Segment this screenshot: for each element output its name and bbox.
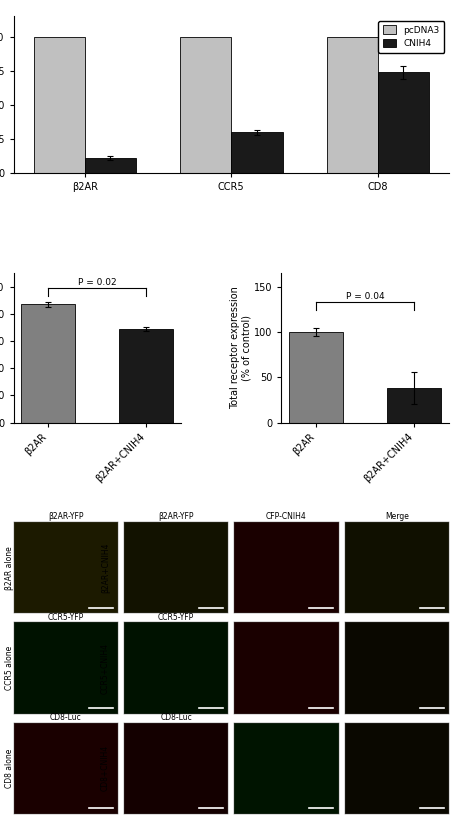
Y-axis label: Total receptor expression
(% of control): Total receptor expression (% of control) [229, 286, 251, 409]
Text: CCR5+CNIH4: CCR5+CNIH4 [101, 643, 110, 694]
Y-axis label: CCR5 alone: CCR5 alone [5, 646, 14, 690]
Bar [231, 132, 283, 173]
Bar [180, 37, 231, 173]
Title: CCR5-YFP: CCR5-YFP [48, 612, 84, 621]
Title: Merge: Merge [385, 512, 409, 521]
Bar [378, 72, 429, 173]
Bar [85, 159, 136, 173]
Title: β2AR-YFP: β2AR-YFP [48, 512, 83, 521]
Bar [33, 37, 85, 173]
Text: P = 0.02: P = 0.02 [78, 278, 117, 287]
Title: CCR5-YFP: CCR5-YFP [158, 612, 194, 621]
Y-axis label: CD8 alone: CD8 alone [5, 749, 14, 788]
Bar [387, 388, 441, 423]
Title: CFP-CNIH4: CFP-CNIH4 [266, 512, 307, 521]
Bar [289, 332, 343, 423]
Bar [22, 304, 75, 423]
Text: β2AR+CNIH4: β2AR+CNIH4 [101, 543, 110, 593]
Text: P = 0.04: P = 0.04 [346, 292, 384, 301]
Title: CD8-Luc: CD8-Luc [50, 713, 82, 722]
Text: CD8+CNIH4: CD8+CNIH4 [101, 746, 110, 792]
Legend: pcDNA3, CNIH4: pcDNA3, CNIH4 [378, 21, 444, 53]
Bar [327, 37, 378, 173]
Bar [120, 329, 174, 423]
Y-axis label: β2AR alone: β2AR alone [5, 546, 14, 589]
Title: CD8-Luc: CD8-Luc [160, 713, 192, 722]
Title: β2AR-YFP: β2AR-YFP [158, 512, 194, 521]
